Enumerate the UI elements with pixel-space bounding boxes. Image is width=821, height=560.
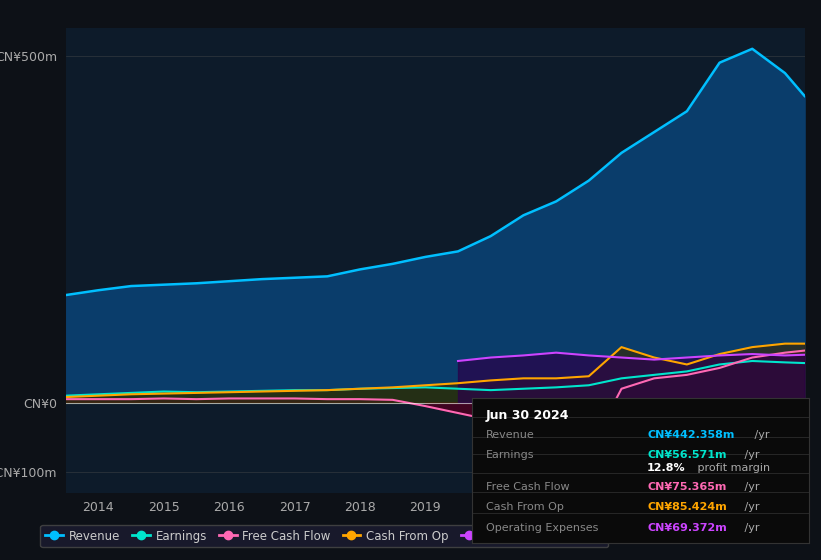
Text: 12.8%: 12.8% — [647, 463, 686, 473]
Text: CN¥56.571m: CN¥56.571m — [647, 450, 727, 460]
Text: Operating Expenses: Operating Expenses — [485, 523, 598, 533]
Text: Free Cash Flow: Free Cash Flow — [485, 482, 569, 492]
Text: /yr: /yr — [741, 502, 760, 512]
Text: CN¥442.358m: CN¥442.358m — [647, 430, 735, 440]
Text: profit margin: profit margin — [695, 463, 770, 473]
Text: CN¥69.372m: CN¥69.372m — [647, 523, 727, 533]
Text: /yr: /yr — [750, 430, 769, 440]
Legend: Revenue, Earnings, Free Cash Flow, Cash From Op, Operating Expenses: Revenue, Earnings, Free Cash Flow, Cash … — [40, 525, 608, 547]
Text: CN¥75.365m: CN¥75.365m — [647, 482, 727, 492]
Text: Earnings: Earnings — [485, 450, 534, 460]
Text: Cash From Op: Cash From Op — [485, 502, 563, 512]
Text: Revenue: Revenue — [485, 430, 534, 440]
Text: /yr: /yr — [741, 450, 760, 460]
Text: CN¥85.424m: CN¥85.424m — [647, 502, 727, 512]
Text: /yr: /yr — [741, 482, 760, 492]
Text: Jun 30 2024: Jun 30 2024 — [485, 409, 569, 422]
Text: /yr: /yr — [741, 523, 760, 533]
